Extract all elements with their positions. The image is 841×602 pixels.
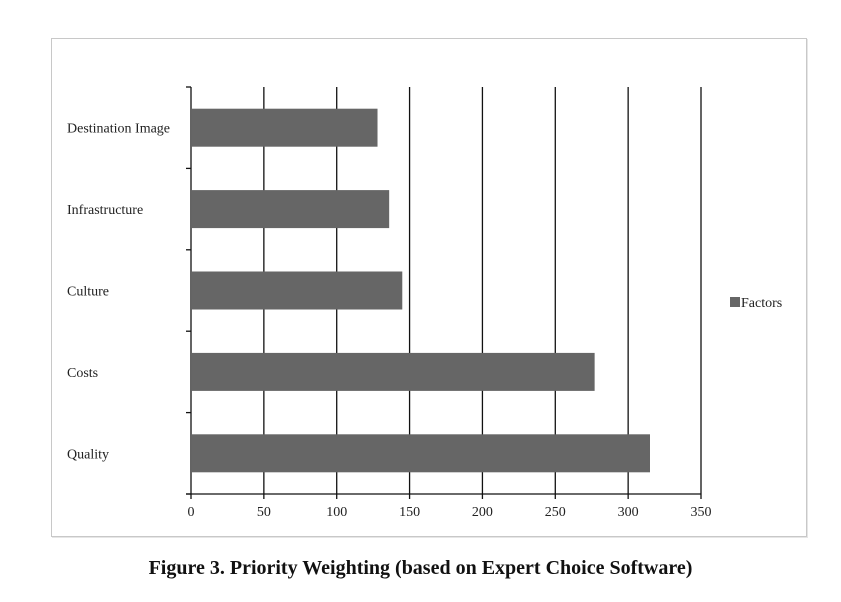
bar-destination-image [192,108,378,147]
bar-chart: 0 50 100 150 200 250 300 350 Destination Image In… [67,86,782,520]
x-tick-label: 150 [399,505,420,520]
category-label: Destination Image [67,122,170,137]
category-label: Quality [67,447,109,462]
chart-frame: 0 50 100 150 200 250 300 350 Destination Image In… [51,38,807,537]
x-tick-label: 300 [618,505,639,520]
x-tick-label: 200 [472,505,493,520]
legend-swatch [730,297,740,307]
category-label: Culture [67,285,109,300]
bar-infrastructure [192,190,390,229]
x-tick-label: 0 [188,505,195,520]
x-tick-label: 100 [326,505,347,520]
bar-culture [192,271,403,310]
bar-costs [192,352,595,391]
bar-quality [192,434,650,473]
figure-caption: Figure 3. Priority Weighting (based on E… [148,557,693,579]
x-tick-label: 250 [545,505,566,520]
legend-label: Factors [741,296,782,311]
category-label: Costs [67,366,98,381]
x-tick-label: 50 [257,505,271,520]
category-label: Infrastructure [67,203,143,218]
x-tick-label: 350 [691,505,712,520]
